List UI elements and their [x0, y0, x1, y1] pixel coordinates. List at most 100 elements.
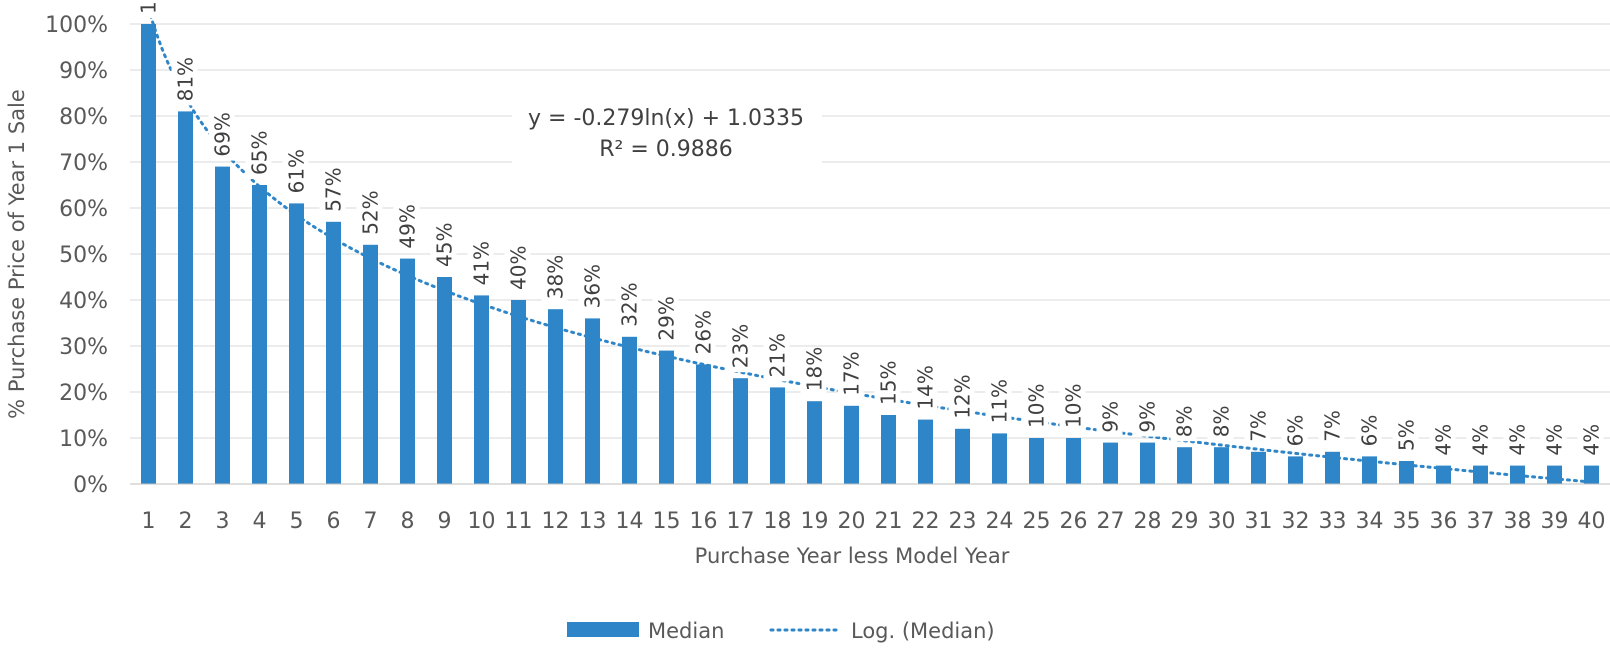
data-label-group: 10% [1059, 384, 1086, 432]
data-label-background [430, 224, 457, 271]
x-tick-label: 33 [1319, 509, 1347, 534]
data-label: 11% [988, 379, 1012, 423]
data-label-background [837, 352, 864, 400]
trendline-equation-text: y = -0.279ln(x) + 1.0335 [528, 106, 804, 131]
bar [1362, 456, 1377, 484]
data-label-group: 10% [1022, 384, 1049, 432]
data-label: 32% [618, 282, 642, 326]
data-label: 6% [1284, 415, 1308, 447]
data-label-group: 9% [1096, 401, 1123, 437]
data-label: 81% [174, 57, 198, 101]
y-tick-label: 20% [59, 381, 108, 406]
data-label-background [1392, 421, 1419, 455]
data-label: 65% [248, 131, 272, 175]
data-label: 4% [1580, 424, 1604, 456]
data-label: 40% [507, 246, 531, 290]
data-label-group: 8% [1170, 405, 1197, 442]
bar [215, 166, 230, 484]
bar [141, 24, 156, 484]
bar [733, 378, 748, 484]
x-tick-label: 34 [1356, 509, 1384, 534]
x-tick-label: 27 [1097, 509, 1125, 534]
x-axis-ticks: 1 2 3 4 5 6 7 8 9 10 11 12 13 14 15 16 17 18 19 20 21 22 23 24 2… [142, 509, 1606, 534]
data-label: 49% [396, 204, 420, 248]
x-tick-label: 14 [616, 509, 644, 534]
x-tick-label: 30 [1208, 509, 1236, 534]
data-label-group: 57% [319, 167, 346, 216]
x-tick-label: 18 [764, 509, 792, 534]
bar [659, 350, 674, 484]
data-label-background [652, 297, 679, 345]
data-label-group: 52% [356, 190, 383, 239]
x-tick-label: 11 [505, 509, 533, 534]
data-label-group: 21% [763, 333, 790, 382]
x-tick-label: 4 [253, 509, 267, 534]
bar [548, 309, 563, 484]
data-label-background [578, 265, 605, 313]
bar [770, 387, 785, 484]
x-tick-label: 31 [1245, 509, 1273, 534]
legend: Median Log. (Median) [567, 619, 995, 643]
bar [844, 405, 859, 484]
data-label-background [541, 256, 568, 304]
data-label-background [1577, 425, 1604, 460]
data-label-background [467, 242, 494, 290]
bar [511, 300, 526, 484]
x-tick-label: 6 [327, 509, 341, 534]
bar [1214, 447, 1229, 484]
data-label: 23% [729, 324, 753, 368]
x-axis-title: Purchase Year less Model Year [695, 544, 1010, 568]
data-label-background [1096, 402, 1123, 437]
y-tick-label: 30% [59, 335, 108, 360]
data-label-background [1244, 411, 1271, 446]
data-label-group: 6% [1355, 415, 1382, 451]
x-tick-label: 5 [290, 509, 304, 534]
data-label-background [948, 375, 975, 423]
data-label-group: 12% [948, 374, 975, 423]
data-label-background [245, 132, 272, 179]
trendline-equation-background [512, 94, 822, 168]
data-label-group: 5% [1392, 419, 1419, 455]
data-label: 9% [1136, 401, 1160, 433]
data-label: 36% [581, 264, 605, 308]
trendline-path [147, 7, 1593, 484]
bar [807, 401, 822, 484]
data-label-background [1503, 425, 1530, 460]
x-tick-label: 39 [1541, 509, 1569, 534]
x-tick-label: 21 [875, 509, 903, 534]
data-label-group: 36% [578, 264, 605, 313]
x-tick-label: 36 [1430, 509, 1458, 534]
data-label-background [356, 191, 383, 239]
data-label: 29% [655, 296, 679, 340]
data-label: 26% [692, 310, 716, 354]
data-label-background [319, 168, 346, 216]
x-tick-label: 35 [1393, 509, 1421, 534]
bar [474, 295, 489, 484]
data-label: 14% [914, 365, 938, 409]
data-label-background [689, 311, 716, 359]
data-label-group: 41% [467, 241, 494, 290]
y-tick-label: 60% [59, 197, 108, 222]
data-label-background [504, 247, 531, 294]
bar [400, 258, 415, 484]
data-label-background [1540, 425, 1567, 460]
data-label-group: 4% [1540, 424, 1567, 460]
x-tick-label: 7 [364, 509, 378, 534]
data-label-group: 7% [1318, 410, 1345, 446]
x-tick-label: 13 [579, 509, 607, 534]
data-label-background [1355, 416, 1382, 451]
bar [1140, 442, 1155, 484]
data-label-group: 8% [1207, 405, 1234, 442]
data-label-background [1318, 411, 1345, 446]
data-label: 12% [951, 374, 975, 418]
x-tick-label: 26 [1060, 509, 1088, 534]
data-label: 7% [1247, 410, 1271, 442]
bar [992, 433, 1007, 484]
data-label: 4% [1432, 424, 1456, 456]
data-label-background [911, 366, 938, 414]
y-tick-label: 40% [59, 289, 108, 314]
data-label-background [985, 380, 1012, 428]
data-label-group: 49% [393, 204, 420, 253]
data-label-background [874, 362, 901, 409]
data-label-background [171, 58, 198, 106]
